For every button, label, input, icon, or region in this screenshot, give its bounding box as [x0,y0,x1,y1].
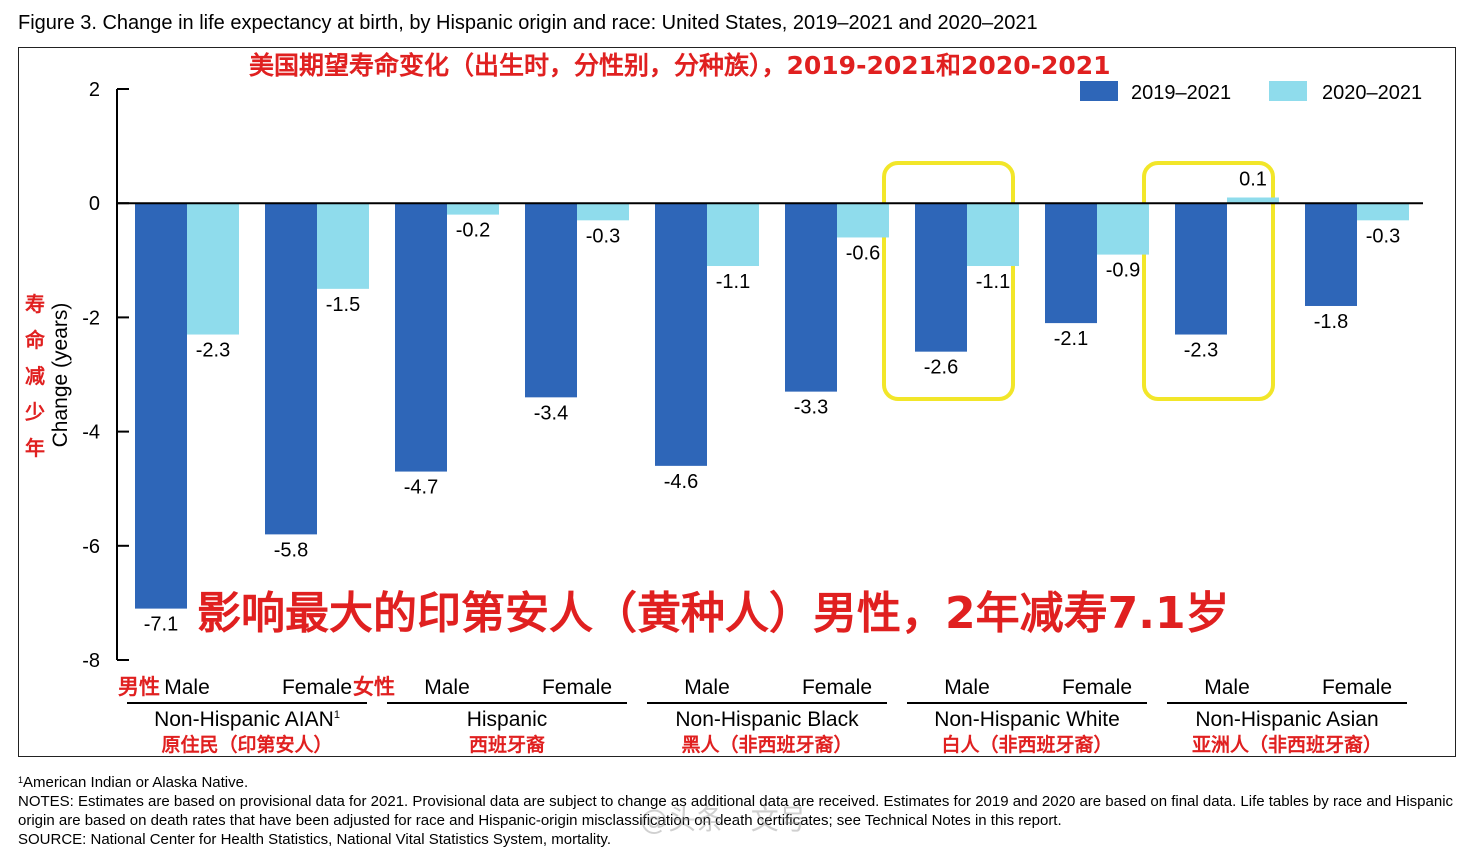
big-annotation: 影响最大的印第安人（黄种人）男性，2年减寿7.1岁 [197,588,1230,639]
bar-2020-2021 [1097,203,1149,255]
x-category-label: Male [424,676,470,699]
data-label: -3.4 [534,402,568,424]
x-category-label: Female [282,676,352,699]
data-label: 0.1 [1239,168,1267,190]
x-group-label: Non-Hispanic White [934,708,1120,731]
y-tick-label: -8 [82,650,100,672]
bar-2020-2021 [967,203,1019,267]
data-label: -4.6 [664,471,698,493]
data-label: -2.3 [1184,340,1218,362]
bar-2019-2021 [1175,203,1227,335]
data-label: -4.7 [404,477,438,499]
bar-2019-2021 [785,203,837,392]
footnote-notes: NOTES: Estimates are based on provisiona… [18,793,1454,829]
bar-2020-2021 [187,203,239,335]
female-cn-label: 女性 [353,675,395,699]
legend-label-2020-2021: 2020–2021 [1322,82,1422,104]
x-category-label: Female [1322,676,1392,699]
chart-frame [18,47,1456,757]
data-label: -0.3 [586,225,620,247]
data-label: -1.1 [976,271,1010,293]
y-tick-label: -6 [82,536,100,558]
data-label: -7.1 [144,614,178,636]
bar-2019-2021 [1045,203,1097,324]
y-axis-cn-char: 少 [24,400,45,424]
bar-2020-2021 [577,203,629,221]
bar-2019-2021 [1305,203,1357,306]
x-group-label-cn: 西班牙裔 [469,733,545,756]
x-category-label: Female [1062,676,1132,699]
y-tick-label: 2 [89,79,100,101]
y-axis-label: Change (years) [49,303,72,448]
x-group-label-cn: 原住民（印第安人） [161,733,332,756]
footnote-source: SOURCE: National Center for Health Stati… [18,831,611,848]
data-label: -2.1 [1054,328,1088,350]
x-category-label: Female [802,676,872,699]
figure-title: Figure 3. Change in life expectancy at b… [18,12,1038,34]
y-axis-cn-char: 年 [25,436,45,460]
bar-2020-2021 [1357,203,1409,221]
data-label: -1.1 [716,271,750,293]
bar-2020-2021 [447,203,499,215]
highlight-box [1142,161,1275,401]
y-tick-label: -4 [82,422,100,444]
bar-2020-2021 [707,203,759,267]
bar-2019-2021 [915,203,967,352]
x-group-label-cn: 亚洲人（非西班牙裔） [1192,733,1382,756]
data-label: -0.6 [846,242,880,264]
data-label: -3.3 [794,397,828,419]
x-category-label: Male [1204,676,1250,699]
legend-swatch-2020-2021 [1269,81,1307,101]
x-category-label: Male [164,676,210,699]
bar-2019-2021 [655,203,707,466]
footnote-aian: 1American Indian or Alaska Native. [18,774,249,791]
data-label: -0.2 [456,220,490,242]
bar-2020-2021 [837,203,889,238]
bar-2019-2021 [135,203,187,609]
bar-chart: 2 0 -2 -4 -6 -8 -7.1 -2.3 Male -5.8 -1.5 Female -4.7… [24,51,1423,756]
cn-chart-title: 美国期望寿命变化（出生时，分性别，分种族），2019-2021和2020-202… [249,51,1111,80]
y-tick-label: 0 [89,193,100,215]
x-category-label: Male [944,676,990,699]
y-tick-label: -2 [82,307,100,329]
legend-swatch-2019-2021 [1080,81,1118,101]
bar-2019-2021 [525,203,577,398]
male-cn-label: 男性 [118,675,160,699]
highlight-box [882,161,1015,401]
data-label: -1.8 [1314,311,1348,333]
bar-2019-2021 [395,203,447,472]
footnotes: 1American Indian or Alaska Native. NOTES… [18,773,1458,849]
x-group-label-cn: 黑人（非西班牙裔） [681,733,852,756]
x-group-label: Non-Hispanic AIAN1 [154,708,340,731]
data-label: -0.3 [1366,225,1400,247]
x-category-label: Female [542,676,612,699]
y-axis-cn-char: 减 [25,364,45,388]
bar-2020-2021 [317,203,369,289]
legend-label-2019-2021: 2019–2021 [1131,82,1231,104]
x-group-label-cn: 白人（非西班牙裔） [941,733,1112,756]
data-label: -0.9 [1106,260,1140,282]
x-category-label: Male [684,676,730,699]
y-axis-cn-char: 寿 [25,292,45,316]
bar-2019-2021 [265,203,317,535]
data-label: -5.8 [274,539,308,561]
y-axis-cn-char: 命 [25,328,46,352]
x-group-label: Non-Hispanic Asian [1195,708,1378,731]
bar-2020-2021 [1227,197,1279,204]
x-group-label: Hispanic [467,708,548,731]
data-label: -2.6 [924,357,958,379]
data-label: -2.3 [196,340,230,362]
x-group-label: Non-Hispanic Black [675,708,859,731]
data-label: -1.5 [326,294,360,316]
